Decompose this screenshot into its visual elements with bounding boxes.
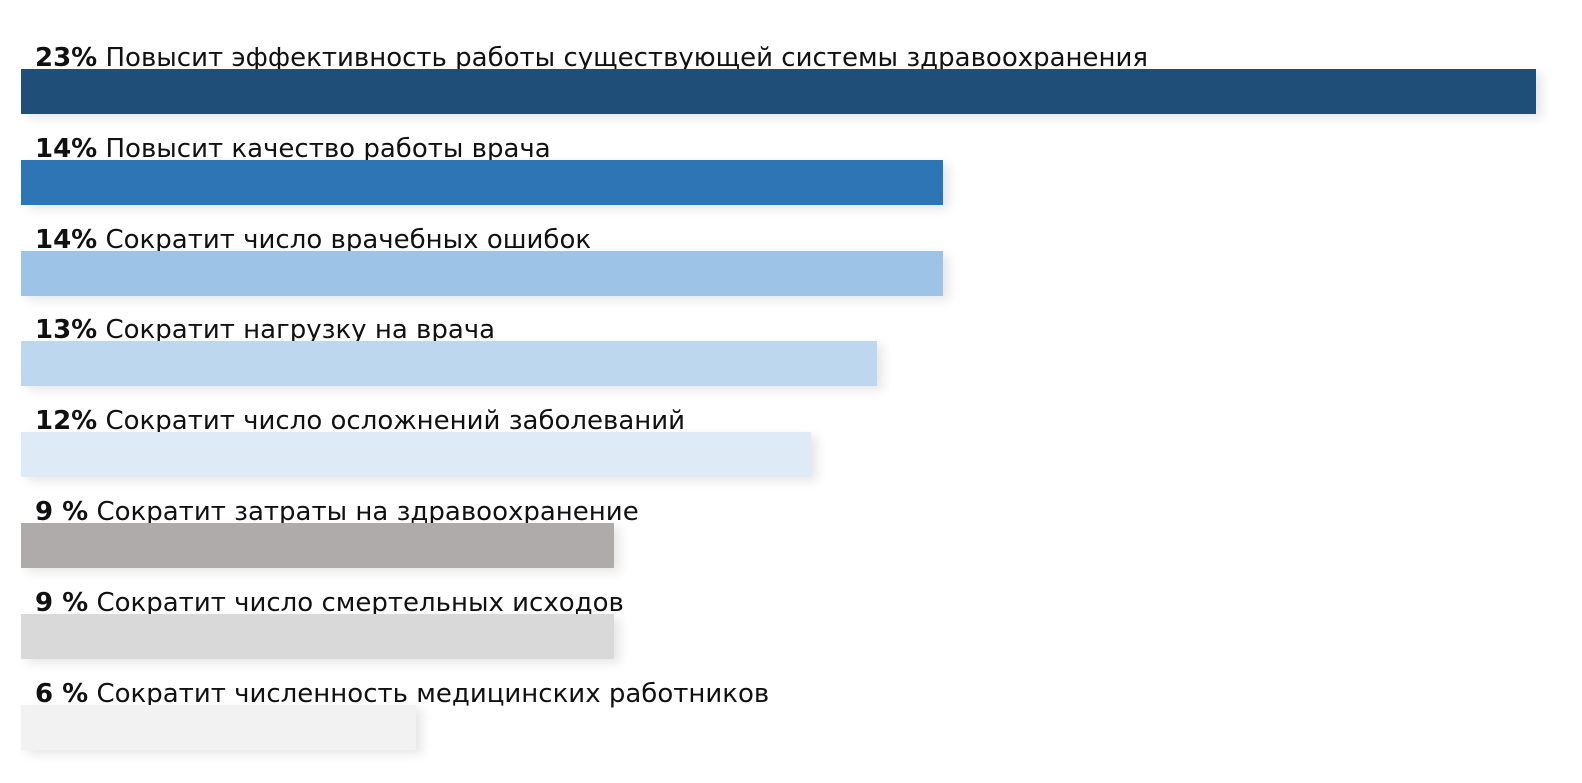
bar-label: 9 % Сократит затраты на здравоохранение [35, 496, 639, 528]
bar-row: 14% Сократит число врачебных ошибок [0, 200, 1582, 296]
bar-label: 14% Повысит качество работы врача [35, 133, 551, 165]
bar-percent-label: 13% [35, 315, 98, 346]
bar-category-label: Сократит затраты на здравоохранение [96, 497, 639, 527]
bar [21, 250, 944, 296]
bar-category-label: Повысит эффективность работы существующе… [105, 43, 1149, 73]
bar-category-label: Сократит численность медицинских работни… [96, 678, 770, 709]
bar [21, 159, 944, 205]
bar-percent-label: 9 % [35, 497, 89, 527]
bar-label: 12% Сократит число осложнений заболевани… [35, 405, 685, 437]
bar-category-label: Повысит качество работы врача [105, 133, 551, 164]
bar [21, 704, 417, 750]
bar-label: 23% Повысит эффективность работы существ… [35, 42, 1148, 74]
bar-row: 14% Повысит качество работы врача [0, 109, 1582, 205]
bar-label: 6 % Сократит численность медицинских раб… [35, 678, 769, 710]
bar-row: 13% Сократит нагрузку на врача [0, 290, 1582, 387]
bar-percent-label: 9 % [35, 587, 89, 618]
bar-row: 9 % Сократит число смертельных исходов [0, 563, 1582, 659]
bar [21, 432, 812, 478]
bar-percent-label: 12% [35, 406, 98, 437]
bar-label: 9 % Сократит число смертельных исходов [35, 587, 624, 619]
bar-category-label: Сократит нагрузку на врача [105, 315, 496, 346]
bar-row: 9 % Сократит затраты на здравоохранение [0, 472, 1582, 568]
bar-category-label: Сократит число врачебных ошибок [105, 224, 592, 255]
bar-row: 23% Повысит эффективность работы существ… [0, 18, 1582, 114]
bar-percent-label: 14% [35, 224, 98, 255]
bar-category-label: Сократит число осложнений заболеваний [105, 406, 686, 437]
bar-category-label: Сократит число смертельных исходов [96, 587, 624, 618]
bar-percent-label: 6 % [35, 678, 89, 709]
bar-label: 13% Сократит нагрузку на врача [35, 314, 495, 346]
bar [21, 69, 1536, 114]
bar-row: 6 % Сократит численность медицинских раб… [0, 654, 1582, 750]
bar-percent-label: 23% [35, 43, 98, 73]
bar [21, 613, 614, 659]
bar-label: 14% Сократит число врачебных ошибок [35, 224, 591, 256]
bar [21, 523, 614, 568]
bar-percent-label: 14% [35, 133, 98, 164]
bar-row: 12% Сократит число осложнений заболевани… [0, 381, 1582, 478]
bar [21, 341, 878, 387]
